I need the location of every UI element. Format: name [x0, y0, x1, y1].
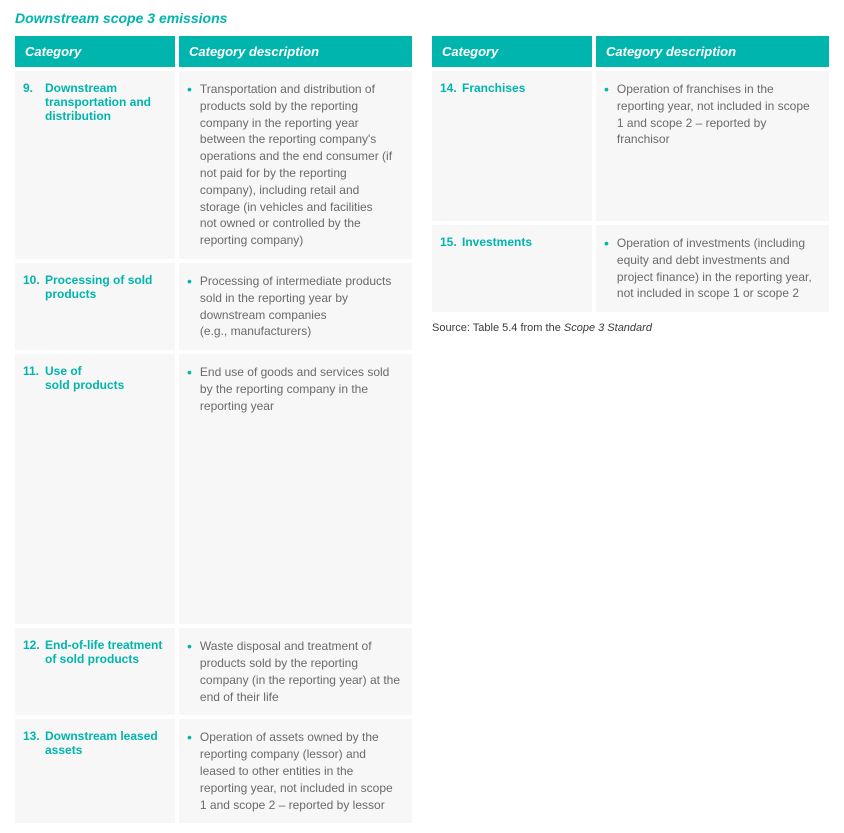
description-text: Operation of investments (including equi…: [617, 235, 819, 302]
category-label: Investments: [462, 235, 584, 302]
description-cell: • Operation of investments (including eq…: [596, 225, 829, 312]
source-prefix: Source: Table 5.4 from the: [432, 322, 564, 334]
table-row: 9. Downstream transportation and distrib…: [15, 71, 412, 259]
tables-container: Category Category description 9. Downstr…: [15, 36, 829, 823]
bullet-icon: •: [187, 365, 192, 614]
table-row: 13. Downstream leased assets • Operation…: [15, 719, 412, 823]
description-cell: • Operation of assets owned by the repor…: [179, 719, 412, 823]
description-cell: • Transportation and distribution of pro…: [179, 71, 412, 259]
category-label: Processing of sold products: [45, 273, 167, 340]
description-cell: • End use of goods and services sold by …: [179, 354, 412, 624]
category-label: Downstream transportation and distributi…: [45, 81, 167, 249]
table-row: 15. Investments • Operation of investmen…: [432, 225, 829, 312]
category-number: 13.: [23, 729, 45, 813]
category-cell: 11. Use ofsold products: [15, 354, 175, 624]
header-category: Category: [15, 36, 175, 67]
description-text: Processing of intermediate products sold…: [200, 273, 402, 340]
table-header-row: Category Category description: [15, 36, 412, 67]
table-row: 12. End-of-life treatment of sold produc…: [15, 628, 412, 715]
bullet-icon: •: [187, 82, 192, 249]
header-category: Category: [432, 36, 592, 67]
category-cell: 14. Franchises: [432, 71, 592, 221]
header-description: Category description: [596, 36, 829, 67]
left-table: Category Category description 9. Downstr…: [15, 36, 412, 823]
category-number: 14.: [440, 81, 462, 211]
right-table: Category Category description 14. Franch…: [432, 36, 829, 334]
bullet-icon: •: [604, 236, 609, 302]
description-text: End use of goods and services sold by th…: [200, 364, 402, 614]
category-cell: 10. Processing of sold products: [15, 263, 175, 350]
category-cell: 13. Downstream leased assets: [15, 719, 175, 823]
description-cell: • Processing of intermediate products so…: [179, 263, 412, 350]
category-label: Use ofsold products: [45, 364, 167, 614]
description-cell: • Waste disposal and treatment of produc…: [179, 628, 412, 715]
category-cell: 9. Downstream transportation and distrib…: [15, 71, 175, 259]
category-cell: 15. Investments: [432, 225, 592, 312]
table-row: 14. Franchises • Operation of franchises…: [432, 71, 829, 221]
category-label: Franchises: [462, 81, 584, 211]
category-number: 11.: [23, 364, 45, 614]
description-text: Operation of franchises in the reporting…: [617, 81, 819, 211]
bullet-icon: •: [187, 274, 192, 340]
category-label: Downstream leased assets: [45, 729, 167, 813]
category-number: 10.: [23, 273, 45, 340]
category-cell: 12. End-of-life treatment of sold produc…: [15, 628, 175, 715]
table-header-row: Category Category description: [432, 36, 829, 67]
description-text: Operation of assets owned by the reporti…: [200, 729, 402, 813]
source-citation: Scope 3 Standard: [564, 322, 652, 334]
category-number: 15.: [440, 235, 462, 302]
category-label: End-of-life treatment of sold products: [45, 638, 167, 705]
section-title: Downstream scope 3 emissions: [15, 10, 829, 26]
description-text: Transportation and distribution of produ…: [200, 81, 402, 249]
header-description: Category description: [179, 36, 412, 67]
table-row: 11. Use ofsold products • End use of goo…: [15, 354, 412, 624]
bullet-icon: •: [604, 82, 609, 211]
source-note: Source: Table 5.4 from the Scope 3 Stand…: [432, 322, 829, 334]
description-text: Waste disposal and treatment of products…: [200, 638, 402, 705]
description-cell: • Operation of franchises in the reporti…: [596, 71, 829, 221]
category-number: 9.: [23, 81, 45, 249]
category-number: 12.: [23, 638, 45, 705]
bullet-icon: •: [187, 639, 192, 705]
bullet-icon: •: [187, 730, 192, 813]
table-row: 10. Processing of sold products • Proces…: [15, 263, 412, 350]
